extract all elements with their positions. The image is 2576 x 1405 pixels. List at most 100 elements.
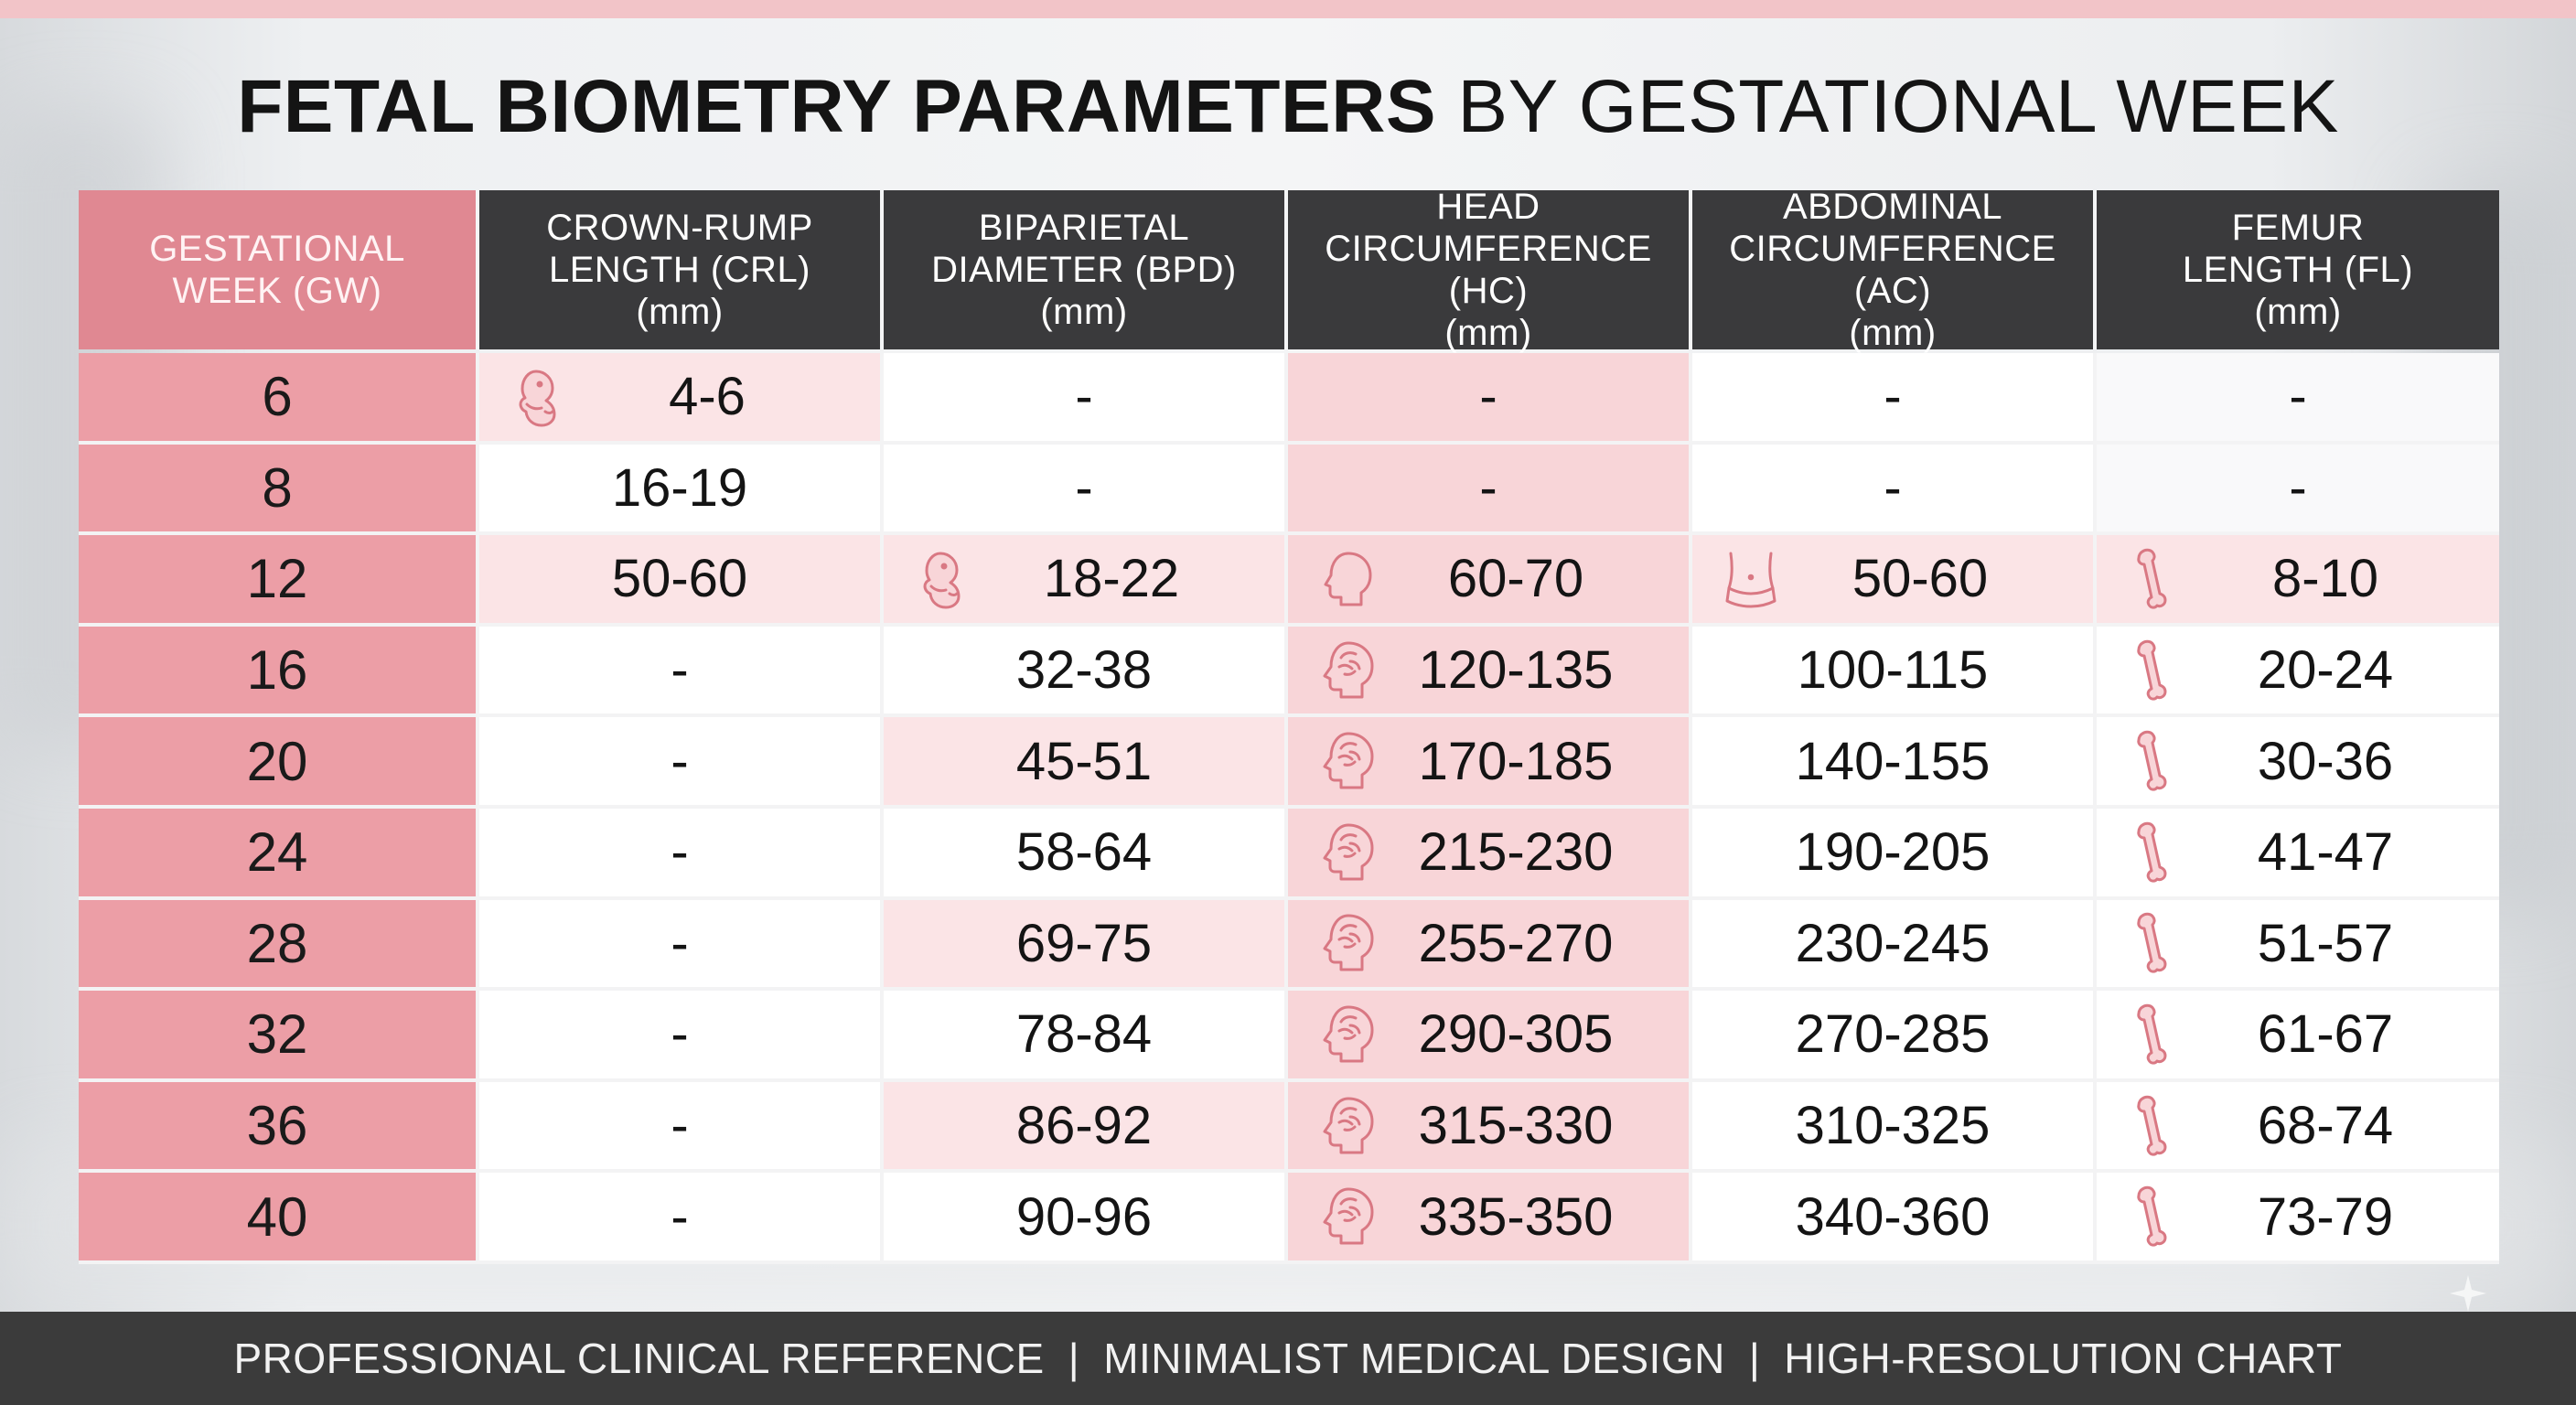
cell-crl: -	[479, 808, 884, 900]
cell-value: -	[671, 731, 689, 791]
table-row: 36 - 86-92 315-330 310-325 68-74	[79, 1081, 2499, 1174]
cell-fl: 8-10	[2097, 535, 2499, 627]
brain-head-icon	[1314, 1002, 1379, 1067]
brain-head-icon	[1314, 1184, 1379, 1249]
cell-value: 30-36	[2257, 731, 2394, 791]
cell-hc: 290-305	[1288, 991, 1692, 1082]
table-header-row: GESTATIONAL WEEK (GW) CROWN-RUMP LENGTH …	[79, 187, 2499, 353]
cell-value: -	[671, 640, 689, 701]
footer-item-minimalist-design: MINIMALIST MEDICAL DESIGN	[1103, 1335, 1725, 1382]
footer-separator: |	[1068, 1335, 1080, 1382]
femur-bone-icon	[2133, 1093, 2181, 1159]
cell-value: 51-57	[2257, 913, 2394, 973]
cell-hc: 335-350	[1288, 1173, 1692, 1264]
cell-fl: 61-67	[2097, 991, 2499, 1082]
brain-head-icon	[1314, 910, 1379, 976]
cell-value: 18-22	[1043, 549, 1180, 609]
cell-bpd: 58-64	[884, 808, 1288, 900]
cell-value: 190-205	[1795, 822, 1991, 883]
table-row: 8 16-19 - - - -	[79, 444, 2499, 536]
cell-gestational-week: 20	[79, 717, 479, 809]
cell-ac: 310-325	[1692, 1081, 2097, 1174]
cell-gestational-week: 6	[79, 353, 479, 445]
cell-value: -	[671, 1186, 689, 1247]
cell-value: -	[1479, 457, 1497, 518]
cell-value: 12	[246, 548, 308, 610]
cell-value: 310-325	[1795, 1096, 1991, 1156]
cell-fl: -	[2097, 444, 2499, 536]
cell-value: -	[2289, 457, 2307, 518]
cell-value: 120-135	[1418, 640, 1614, 701]
cell-value: 170-185	[1418, 731, 1614, 791]
header-crl: CROWN-RUMP LENGTH (CRL) (mm)	[479, 190, 884, 349]
cell-gestational-week: 36	[79, 1081, 479, 1174]
biometry-table: GESTATIONAL WEEK (GW) CROWN-RUMP LENGTH …	[79, 187, 2499, 1264]
cell-value: 290-305	[1418, 1004, 1614, 1065]
cell-crl: -	[479, 1081, 884, 1174]
cell-value: 41-47	[2257, 822, 2394, 883]
cell-bpd: 78-84	[884, 991, 1288, 1082]
header-ac: ABDOMINAL CIRCUMFERENCE (AC) (mm)	[1692, 187, 2097, 353]
abdomen-icon	[1718, 546, 1784, 612]
cell-value: -	[1075, 367, 1093, 427]
cell-value: 16-19	[611, 457, 748, 518]
cell-fl: 20-24	[2097, 626, 2499, 718]
header-fl: FEMUR LENGTH (FL) (mm)	[2097, 190, 2499, 349]
cell-bpd: 69-75	[884, 899, 1288, 992]
cell-bpd: 18-22	[884, 535, 1288, 627]
cell-value: 40	[246, 1185, 308, 1248]
femur-bone-icon	[2133, 638, 2181, 703]
cell-hc: 60-70	[1288, 535, 1692, 627]
cell-fl: -	[2097, 353, 2499, 445]
cell-bpd: -	[884, 353, 1288, 445]
cell-hc: 215-230	[1288, 808, 1692, 900]
femur-bone-icon	[2133, 820, 2181, 885]
cell-value: 270-285	[1795, 1004, 1991, 1065]
cell-value: 20-24	[2257, 640, 2394, 701]
cell-value: 61-67	[2257, 1004, 2394, 1065]
cell-hc: -	[1288, 353, 1692, 445]
cell-hc: 315-330	[1288, 1081, 1692, 1174]
cell-bpd: 45-51	[884, 717, 1288, 809]
cell-gestational-week: 8	[79, 444, 479, 536]
cell-value: 69-75	[1015, 913, 1153, 973]
cell-value: 315-330	[1418, 1096, 1614, 1156]
cell-gestational-week: 28	[79, 899, 479, 992]
top-accent-bar	[0, 0, 2576, 18]
cell-value: 86-92	[1015, 1096, 1153, 1156]
cell-hc: 170-185	[1288, 717, 1692, 809]
cell-value: 8-10	[2271, 549, 2379, 609]
footer-bar: PROFESSIONAL CLINICAL REFERENCE | MINIMA…	[0, 1312, 2576, 1405]
cell-bpd: 86-92	[884, 1081, 1288, 1174]
brain-head-icon	[1314, 638, 1379, 703]
cell-gestational-week: 32	[79, 991, 479, 1082]
table-row: 24 - 58-64 215-230 190-205 41-47	[79, 808, 2499, 900]
title-regular: BY GESTATIONAL WEEK	[1457, 65, 2339, 148]
cell-value: 90-96	[1015, 1186, 1153, 1247]
cell-crl: -	[479, 899, 884, 992]
cell-ac: -	[1692, 444, 2097, 536]
cell-value: 6	[262, 366, 293, 428]
brain-head-icon	[1314, 1093, 1379, 1159]
cell-ac: 190-205	[1692, 808, 2097, 900]
cell-fl: 51-57	[2097, 899, 2499, 992]
cell-value: 28	[246, 912, 308, 974]
head-profile-icon	[1314, 546, 1379, 612]
cell-fl: 30-36	[2097, 717, 2499, 809]
title-bold: FETAL BIOMETRY PARAMETERS	[237, 65, 1437, 148]
cell-value: -	[1884, 457, 1902, 518]
cell-value: 20	[246, 730, 308, 792]
cell-gestational-week: 24	[79, 808, 479, 900]
femur-bone-icon	[2133, 546, 2181, 612]
femur-bone-icon	[2133, 1002, 2181, 1067]
cell-gestational-week: 12	[79, 535, 479, 627]
cell-value: -	[671, 1096, 689, 1156]
cell-value: 36	[246, 1095, 308, 1157]
cell-value: 50-60	[1852, 549, 1989, 609]
femur-bone-icon	[2133, 910, 2181, 976]
cell-value: 100-115	[1797, 640, 1989, 701]
cell-hc: 255-270	[1288, 899, 1692, 992]
sparkle-icon	[2450, 1275, 2486, 1312]
cell-value: 8	[262, 456, 293, 519]
cell-hc: 120-135	[1288, 626, 1692, 718]
